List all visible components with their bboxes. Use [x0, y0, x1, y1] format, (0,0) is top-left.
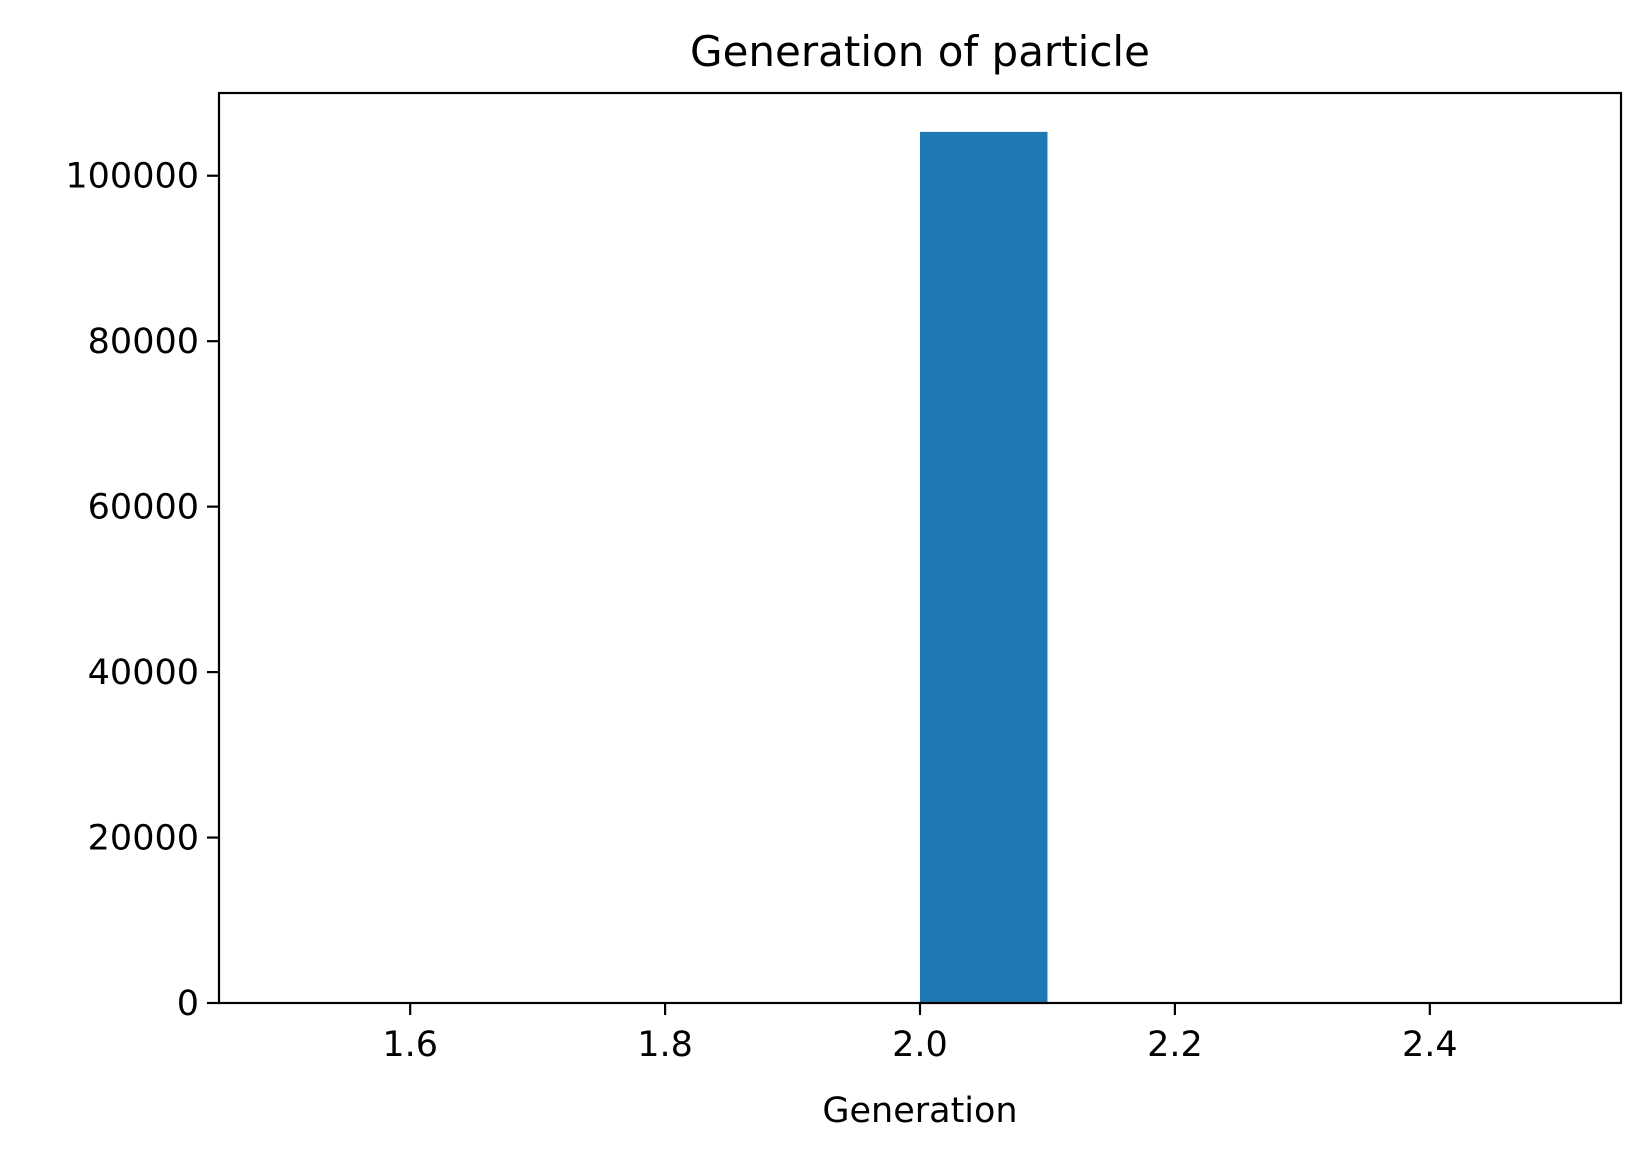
x-tick-label: 1.8 [637, 1025, 693, 1065]
y-tick-label: 80000 [88, 322, 199, 362]
x-tick-label: 2.4 [1402, 1025, 1458, 1065]
y-tick-label: 0 [177, 984, 199, 1024]
bars-layer [920, 131, 1048, 1003]
y-axis: 0 20000 40000 60000 80000 100000 [65, 157, 219, 1024]
histogram-bar-0 [920, 131, 1048, 1003]
x-axis-label: Generation [822, 1091, 1017, 1131]
x-tick-label: 2.0 [892, 1025, 948, 1065]
x-axis: 1.6 1.8 2.0 2.2 2.4 [382, 1003, 1458, 1065]
y-tick-label: 100000 [65, 157, 199, 197]
y-tick-label: 60000 [88, 488, 199, 528]
y-tick-label: 40000 [88, 653, 199, 693]
x-tick-label: 2.2 [1147, 1025, 1203, 1065]
chart-title: Generation of particle [690, 27, 1150, 76]
y-tick-label: 20000 [88, 819, 199, 859]
x-tick-label: 1.6 [382, 1025, 438, 1065]
